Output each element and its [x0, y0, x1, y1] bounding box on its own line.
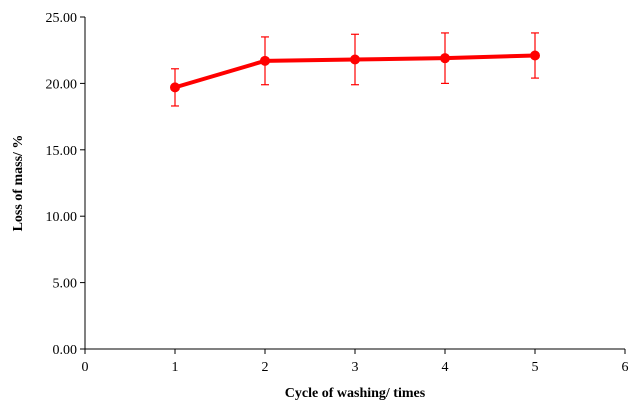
y-tick-label: 15.00 [46, 144, 78, 159]
x-tick-label: 3 [352, 360, 359, 375]
data-point [260, 55, 270, 66]
x-tick-label: 5 [532, 360, 539, 375]
x-axis-title: Cycle of washing/ times [285, 386, 426, 400]
y-tick-label: 0.00 [53, 343, 78, 358]
data-point [440, 53, 450, 64]
y-axis: 0.00 5.00 10.00 15.00 20.00 25.00 [46, 11, 86, 358]
data-point [350, 54, 360, 65]
y-tick-label: 20.00 [46, 77, 78, 92]
x-tick-label: 4 [442, 360, 449, 375]
x-tick-label: 1 [172, 360, 179, 375]
series-layer [170, 32, 540, 107]
y-axis-title: Loss of mass/ % [11, 135, 26, 232]
y-tick-label: 10.00 [46, 210, 78, 225]
x-tick-label: 0 [82, 360, 89, 375]
data-point [530, 50, 540, 61]
x-tick-label: 2 [262, 360, 269, 375]
x-axis: 0 1 2 3 4 5 6 [82, 348, 629, 375]
x-tick-label: 6 [622, 360, 629, 375]
y-tick-label: 25.00 [46, 11, 78, 26]
data-point [170, 82, 180, 93]
y-tick-label: 5.00 [53, 277, 78, 292]
